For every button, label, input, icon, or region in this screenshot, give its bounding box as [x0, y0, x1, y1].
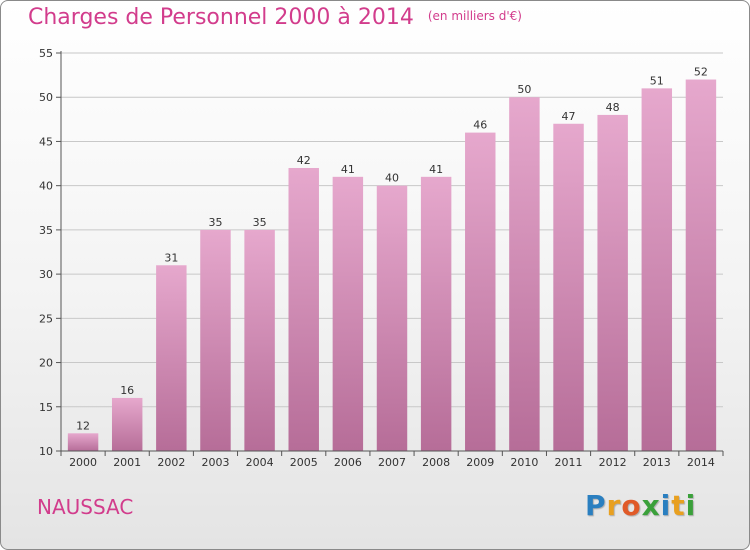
bar-value-label: 50 [517, 83, 531, 96]
bar [67, 433, 99, 451]
chart-title-text: Charges de Personnel 2000 à 2014 [28, 5, 414, 30]
bar-value-label: 51 [650, 74, 664, 87]
bar [288, 167, 319, 451]
chart-subtitle: (en milliers d'€) [427, 9, 522, 23]
bar-value-label: 47 [562, 110, 576, 123]
bar-value-label: 16 [120, 384, 134, 397]
x-tick-label: 2000 [69, 456, 97, 469]
logo-letter: o [621, 489, 642, 522]
logo-letter: r [606, 489, 622, 522]
bar [244, 229, 275, 451]
proxiti-logo[interactable]: Proxiti [585, 489, 696, 522]
chart-title: Charges de Personnel 2000 à 2014 (en mill… [28, 5, 522, 30]
commune-name: NAUSSAC [37, 495, 134, 519]
x-tick-label: 2014 [687, 456, 715, 469]
bar-value-label: 42 [297, 154, 311, 167]
x-tick-label: 2005 [290, 456, 318, 469]
y-tick-label: 20 [39, 357, 53, 370]
bar [420, 176, 452, 452]
x-tick-label: 2011 [555, 456, 583, 469]
x-tick-label: 2013 [643, 456, 671, 469]
logo-letter: i [660, 489, 672, 522]
bar [332, 176, 364, 452]
x-tick-label: 2007 [378, 456, 406, 469]
bar-value-label: 52 [694, 66, 708, 79]
x-tick-label: 2006 [334, 456, 362, 469]
y-tick-label: 35 [39, 224, 53, 237]
logo-letter: i [685, 489, 697, 522]
y-tick-label: 40 [39, 180, 53, 193]
x-tick-label: 2001 [113, 456, 141, 469]
bar-value-label: 35 [253, 216, 267, 229]
x-tick-label: 2010 [510, 456, 538, 469]
x-tick-label: 2009 [466, 456, 494, 469]
y-tick-label: 15 [39, 401, 53, 414]
logo-letter: x [641, 489, 661, 522]
bar-value-label: 41 [341, 163, 355, 176]
y-tick-label: 50 [39, 91, 53, 104]
bar [641, 88, 673, 451]
y-tick-label: 30 [39, 268, 53, 281]
bar [509, 97, 540, 451]
x-tick-label: 2008 [422, 456, 450, 469]
bar [156, 265, 187, 451]
x-tick-label: 2002 [157, 456, 185, 469]
bar-value-label: 40 [385, 172, 399, 185]
bar-value-label: 48 [606, 101, 620, 114]
x-tick-label: 2004 [246, 456, 274, 469]
logo-letter: t [671, 489, 686, 522]
y-tick-label: 45 [39, 135, 53, 148]
bar-value-label: 31 [164, 251, 178, 264]
y-tick-label: 25 [39, 312, 53, 325]
bar-value-label: 35 [208, 216, 222, 229]
bar [465, 132, 496, 451]
y-tick-label: 10 [39, 445, 53, 458]
bar [597, 114, 628, 452]
bar-value-label: 41 [429, 163, 443, 176]
y-tick-label: 55 [39, 47, 53, 60]
bar [553, 123, 584, 451]
bar [200, 229, 231, 451]
bar [685, 79, 717, 452]
bar [376, 185, 408, 451]
bar-value-label: 46 [473, 119, 487, 132]
logo-letter: P [585, 489, 607, 522]
x-tick-label: 2003 [201, 456, 229, 469]
x-tick-label: 2012 [599, 456, 627, 469]
bar [111, 397, 143, 451]
bar-value-label: 12 [76, 419, 90, 432]
